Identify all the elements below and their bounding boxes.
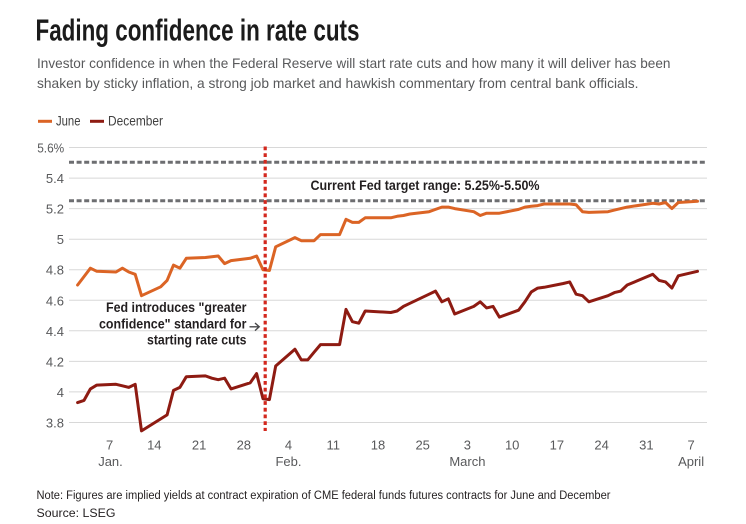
svg-text:18: 18 [371, 438, 385, 453]
svg-text:Investor confidence in when th: Investor confidence in when the Federal … [37, 55, 671, 71]
svg-text:Jan.: Jan. [98, 454, 123, 469]
svg-text:14: 14 [147, 438, 161, 453]
svg-text:Source: LSEG: Source: LSEG [37, 508, 116, 520]
svg-text:4: 4 [285, 438, 292, 453]
svg-text:March: March [449, 454, 485, 469]
svg-text:31: 31 [639, 438, 653, 453]
svg-text:5.2: 5.2 [46, 202, 64, 217]
svg-text:10: 10 [505, 438, 519, 453]
svg-text:starting rate cuts: starting rate cuts [147, 333, 247, 348]
svg-text:7: 7 [106, 438, 113, 453]
svg-text:shaken by sticky inflation, a: shaken by sticky inflation, a strong job… [37, 75, 639, 91]
svg-text:April: April [678, 454, 704, 469]
svg-text:11: 11 [326, 438, 340, 453]
svg-text:5.4: 5.4 [46, 171, 64, 186]
svg-text:Note: Figures are implied yiel: Note: Figures are implied yields at cont… [37, 490, 611, 502]
svg-text:28: 28 [237, 438, 251, 453]
svg-text:Feb.: Feb. [275, 454, 301, 469]
svg-text:5.6%: 5.6% [37, 141, 64, 156]
svg-text:4.6: 4.6 [46, 293, 64, 308]
svg-text:17: 17 [550, 438, 564, 453]
svg-text:4.2: 4.2 [46, 354, 64, 369]
svg-text:25: 25 [415, 438, 429, 453]
svg-text:4: 4 [57, 385, 64, 400]
svg-text:24: 24 [594, 438, 608, 453]
svg-text:Fed introduces "greater: Fed introduces "greater [106, 300, 247, 315]
svg-text:21: 21 [192, 438, 206, 453]
svg-text:December: December [108, 114, 163, 129]
svg-text:7: 7 [687, 438, 694, 453]
svg-text:3: 3 [464, 438, 471, 453]
svg-text:Fading confidence in rate cuts: Fading confidence in rate cuts [36, 12, 360, 47]
svg-text:confidence" standard for: confidence" standard for [99, 316, 247, 331]
svg-text:4.4: 4.4 [46, 324, 64, 339]
svg-text:5: 5 [57, 232, 64, 247]
svg-text:June: June [56, 114, 81, 129]
svg-text:4.8: 4.8 [46, 263, 64, 278]
svg-text:Current Fed target range: 5.25: Current Fed target range: 5.25%-5.50% [311, 178, 540, 193]
svg-text:3.8: 3.8 [46, 416, 64, 431]
